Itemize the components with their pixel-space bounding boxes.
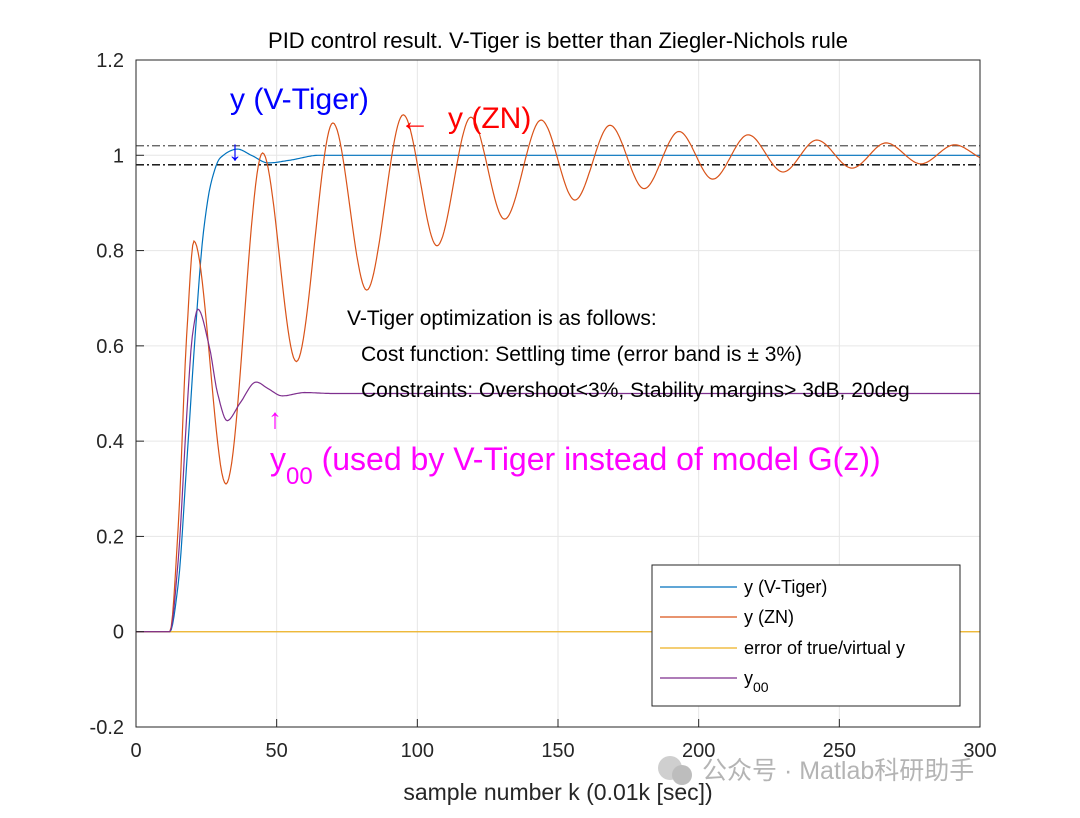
legend-box <box>651 564 961 707</box>
y00-annotation: y00 (used by V-Tiger instead of model G(… <box>270 441 881 490</box>
x-tick-label: 250 <box>823 740 856 762</box>
zn-annotation: y (ZN) <box>448 102 531 135</box>
legend: y (V-Tiger) y (ZN) error of true/virtual… <box>651 564 961 707</box>
legend-label-y00-sub: 00 <box>753 679 769 695</box>
info-line-2: Cost function: Settling time (error band… <box>361 343 802 366</box>
y-tick-label: 1 <box>113 145 124 167</box>
x-tick-label: 50 <box>266 740 288 762</box>
wechat-icon-bubble <box>672 765 692 785</box>
info-line-1: V-Tiger optimization is as follows: <box>347 307 657 330</box>
legend-label-error: error of true/virtual y <box>744 638 905 658</box>
legend-label-y00: y00 <box>744 668 769 695</box>
zn-arrow: ← <box>400 105 430 138</box>
legend-label-vtiger: y (V-Tiger) <box>744 577 827 597</box>
series-vtiger <box>136 148 980 633</box>
y-tick-label: 1.2 <box>96 50 124 72</box>
ticks: 0 50 100 150 200 250 300 -0.2 0 0.2 0.4 0.6 0.8 1 1.2 <box>90 50 997 762</box>
y-tick-label: 0 <box>113 622 124 644</box>
vtiger-arrow: ↓ <box>228 135 242 166</box>
series-lines <box>136 114 981 633</box>
y-tick-label: 0.8 <box>96 241 124 263</box>
legend-items <box>660 586 737 679</box>
series-y00 <box>136 308 980 633</box>
y-tick-label: 0.2 <box>96 526 124 548</box>
series-zn <box>136 114 981 633</box>
x-axis-label: sample number k (0.01k [sec]) <box>403 779 712 805</box>
y00-annotation-main: y <box>270 441 286 477</box>
vtiger-annotation: y (V-Tiger) <box>230 83 369 116</box>
x-tick-label: 150 <box>541 740 574 762</box>
y-tick-label: 0.6 <box>96 336 124 358</box>
x-tick-label: 300 <box>963 740 996 762</box>
y00-annotation-sub: 00 <box>286 463 313 490</box>
watermark-text: 公众号 · Matlab科研助手 <box>702 757 974 785</box>
y-tick-label: -0.2 <box>90 717 124 739</box>
y00-arrow: ↑ <box>268 403 282 434</box>
x-tick-label: 200 <box>682 740 715 762</box>
x-tick-label: 0 <box>130 740 141 762</box>
y00-annotation-rest: (used by V-Tiger instead of model G(z)) <box>313 441 881 477</box>
y-tick-label: 0.4 <box>96 431 124 453</box>
legend-label-zn: y (ZN) <box>744 607 794 627</box>
error-band-lines <box>136 145 980 166</box>
x-tick-label: 100 <box>401 740 434 762</box>
legend-label-y00-main: y <box>744 668 753 688</box>
watermark: 公众号 · Matlab科研助手 <box>658 756 974 785</box>
chart-title: PID control result. V-Tiger is better th… <box>268 28 848 53</box>
info-line-3: Constraints: Overshoot<3%, Stability mar… <box>361 379 910 402</box>
